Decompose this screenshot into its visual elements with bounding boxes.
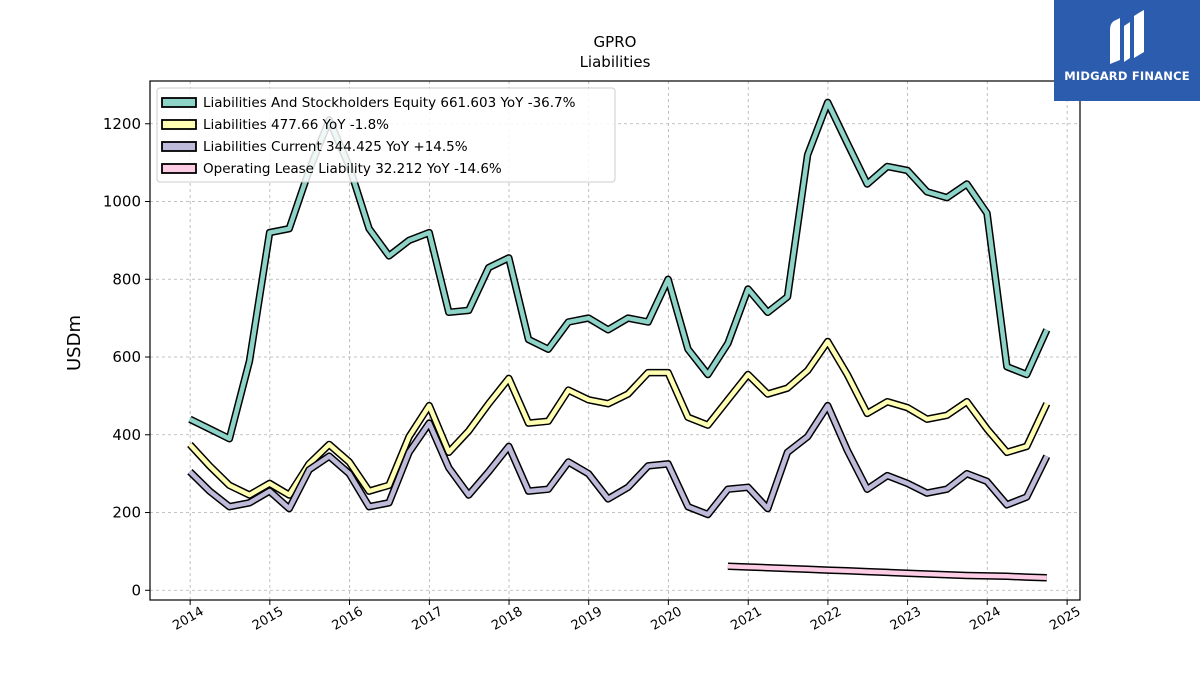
legend-swatch xyxy=(161,119,197,130)
x-tick-label: 2015 xyxy=(250,604,286,634)
series-line xyxy=(188,339,1049,498)
series-2 xyxy=(187,401,1051,519)
legend-swatch xyxy=(161,163,197,174)
x-tick-label: 2016 xyxy=(330,604,366,634)
logo-mark-icon xyxy=(1110,10,1144,64)
legend-entry: Liabilities 477.66 YoY -1.8% xyxy=(203,117,389,133)
legend-entry: Operating Lease Liability 32.212 YoY -14… xyxy=(203,161,502,177)
chart-subtitle: Liabilities xyxy=(580,53,651,71)
brand-logo: MIDGARD FINANCE xyxy=(1054,0,1200,101)
series-1 xyxy=(187,337,1051,499)
chart-text: GPRO Liabilities USDm xyxy=(64,33,651,371)
logo-text: MIDGARD FINANCE xyxy=(1064,69,1190,83)
legend-entry: Liabilities Current 344.425 YoY +14.5% xyxy=(203,139,468,155)
x-tick-label: 2020 xyxy=(649,604,685,634)
x-tick-label: 2022 xyxy=(808,604,844,634)
x-tick-label: 2014 xyxy=(170,604,206,634)
legend-swatch xyxy=(161,141,197,152)
x-tick-label: 2018 xyxy=(489,604,525,634)
x-tick-label: 2021 xyxy=(728,604,764,634)
y-tick-label: 1200 xyxy=(103,115,141,133)
x-tick-label: 2019 xyxy=(569,604,605,634)
y-tick-label: 600 xyxy=(112,348,141,366)
y-tick-label: 400 xyxy=(112,426,141,444)
plot-frame xyxy=(149,80,1081,601)
x-tick-label: 2017 xyxy=(410,604,446,634)
series-line xyxy=(727,563,1047,581)
x-tick-label: 2024 xyxy=(967,604,1003,634)
y-tick-label: 0 xyxy=(131,581,141,599)
series-line-outline xyxy=(187,401,1051,519)
y-tick-label: 800 xyxy=(112,270,141,288)
legend-entry: Liabilities And Stockholders Equity 661.… xyxy=(203,95,576,111)
series-line-outline xyxy=(187,337,1051,499)
y-axis-label: USDm xyxy=(64,315,85,371)
series-3 xyxy=(727,562,1047,582)
legend-box xyxy=(156,87,616,183)
x-tick-label: 2025 xyxy=(1047,604,1083,634)
x-tick-label: 2023 xyxy=(888,604,924,634)
legend-swatch xyxy=(161,97,197,108)
series-line xyxy=(188,403,1049,517)
chart-title: GPRO xyxy=(594,33,637,51)
y-tick-label: 200 xyxy=(112,504,141,522)
y-tick-label: 1000 xyxy=(103,193,141,211)
legend: Liabilities And Stockholders Equity 661.… xyxy=(156,87,616,183)
